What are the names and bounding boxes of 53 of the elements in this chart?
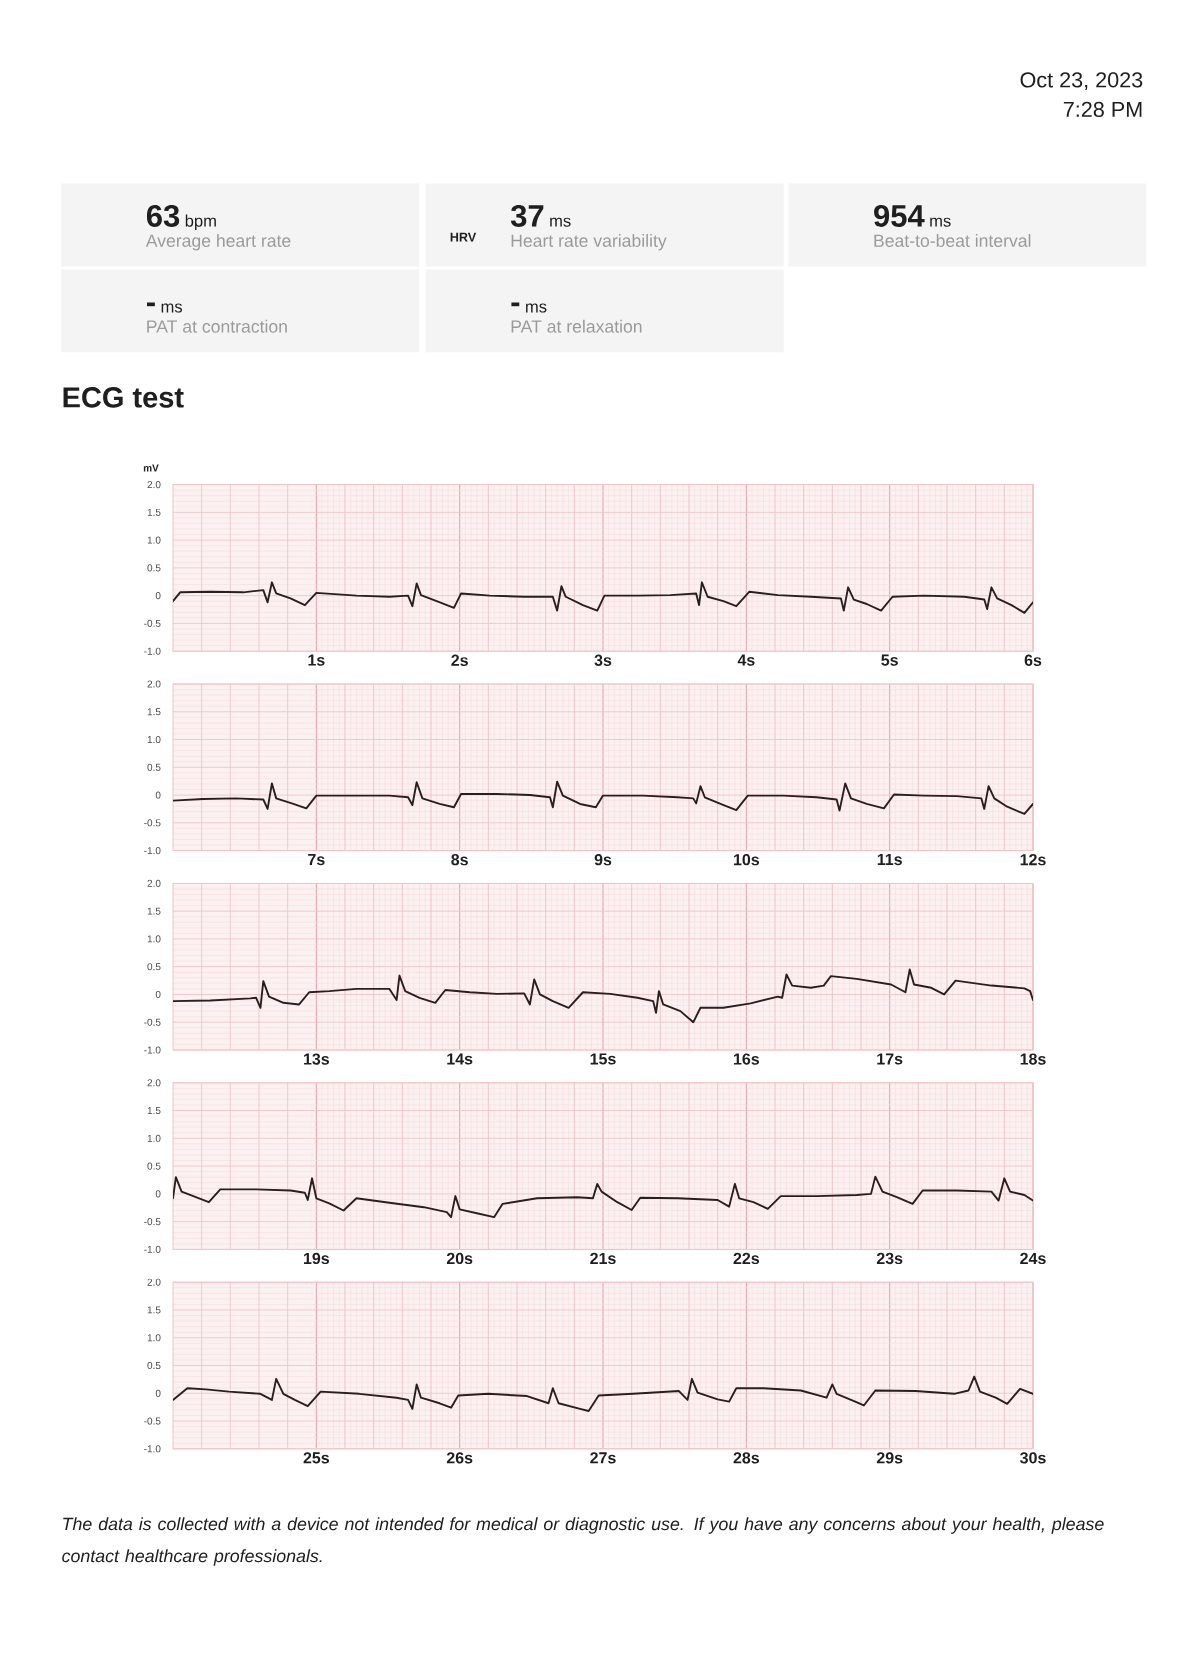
x-tick-label: 19s — [303, 1252, 330, 1265]
text: ms — [526, 303, 547, 313]
x-tick-label: 22s — [733, 1252, 760, 1265]
x-tick-label: 15s — [590, 1053, 616, 1065]
x-tick-label: 12s — [1020, 854, 1046, 866]
chart-title: ECG test — [63, 387, 184, 408]
text: PAT at relaxation — [511, 319, 642, 333]
x-tick-label: 1s — [308, 654, 325, 666]
text: Oct 23, 2023 — [1020, 72, 1143, 91]
text: The data is collected with a device not intended for medical or diagnostic use. If you have any concerns about your health, please contact healthcare professionals. — [62, 1517, 1104, 1566]
text: ms — [161, 303, 183, 313]
x-tick-label: 30s — [1020, 1452, 1046, 1464]
x-tick-label: 7s — [308, 853, 325, 866]
x-tick-label: 11s — [877, 853, 902, 866]
text: Average heart rate — [145, 234, 291, 251]
line-series — [173, 1375, 1033, 1412]
x-tick-label: 4s — [737, 654, 755, 666]
text: 954 — [874, 204, 925, 227]
x-tick-label: 29s — [876, 1452, 903, 1464]
x-tick-label: 18s — [1020, 1053, 1046, 1065]
line-series — [173, 968, 1033, 1024]
x-tick-label: 23s — [876, 1252, 903, 1265]
text: Beat-to-beat interval — [874, 234, 1031, 247]
x-tick-label: 13s — [303, 1053, 330, 1065]
text: bpm — [185, 214, 216, 231]
text: 7:28 PM — [1063, 101, 1142, 118]
x-tick-label: 9s — [594, 854, 612, 866]
x-tick-label: 5s — [881, 654, 898, 666]
text: 37 — [510, 204, 544, 227]
x-tick-label: 3s — [594, 654, 612, 666]
x-tick-label: 26s — [446, 1452, 473, 1464]
text: Heart rate variability — [511, 234, 667, 251]
x-tick-label: 17s — [877, 1053, 903, 1065]
x-tick-label: 10s — [733, 854, 760, 866]
text: ms — [930, 217, 951, 227]
text: - — [511, 302, 520, 307]
x-tick-label: 14s — [447, 1053, 473, 1065]
x-tick-label: 25s — [303, 1452, 330, 1464]
text: - — [147, 302, 155, 307]
x-tick-label: 24s — [1020, 1252, 1046, 1265]
x-tick-label: 21s — [590, 1252, 616, 1265]
x-tick-label: 2s — [451, 654, 468, 666]
x-tick-label: 28s — [733, 1452, 760, 1464]
x-tick-label: 20s — [446, 1252, 473, 1265]
x-tick-label: 27s — [590, 1452, 616, 1464]
x-tick-label: 6s — [1024, 654, 1042, 666]
text: PAT at contraction — [147, 319, 287, 333]
text: ms — [550, 217, 571, 227]
x-tick-label: 8s — [451, 854, 468, 866]
text: 63 — [146, 204, 180, 227]
x-tick-label: 16s — [733, 1053, 760, 1065]
line-series — [173, 581, 1033, 614]
line-series — [173, 1175, 1033, 1219]
